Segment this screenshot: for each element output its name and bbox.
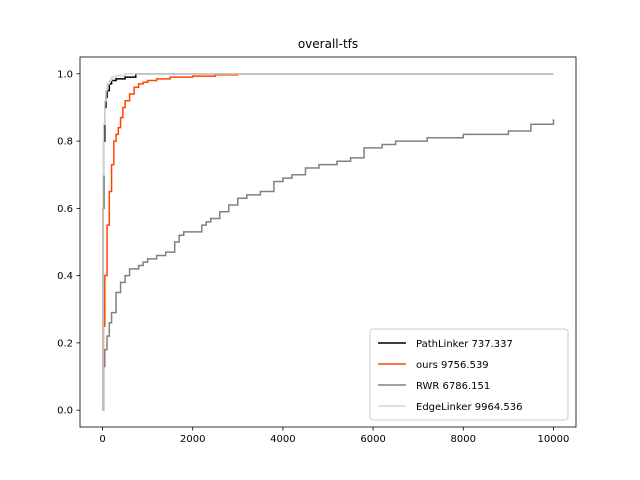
plot-area: [102, 73, 555, 411]
legend-label-2: RWR 6786.151: [416, 381, 490, 392]
x-tick-label: 6000: [360, 434, 385, 445]
y-tick-label: 0.6: [57, 204, 73, 215]
axes-frame: [79, 56, 577, 428]
x-tick-label: 4000: [270, 434, 295, 445]
y-tick-label: 0.8: [57, 137, 73, 148]
x-tick-label: 0: [99, 434, 105, 445]
axes: 0 2000 4000 6000 8000 10000 0.0 0.2 0.4 0.6 0.8 1.0: [57, 56, 577, 445]
series-line-3: [102, 73, 554, 411]
series-line-1: [102, 73, 554, 411]
x-tick-label: 10000: [538, 434, 570, 445]
x-tick-label: 2000: [180, 434, 205, 445]
y-tick-label: 0.4: [57, 271, 73, 282]
y-tick-label: 0.2: [57, 338, 73, 349]
legend-label-3: EdgeLinker 9964.536: [416, 402, 522, 413]
legend-box: [369, 328, 569, 421]
legend-label-0: PathLinker 737.337: [416, 339, 513, 350]
y-tick-label: 0.0: [57, 406, 73, 417]
legend: PathLinker 737.337 ours 9756.539 RWR 6786.…: [369, 328, 569, 421]
y-tick-label: 1.0: [57, 69, 73, 80]
chart-title: overall-tfs: [298, 37, 358, 51]
legend-label-1: ours 9756.539: [416, 360, 489, 371]
series-line-2: [102, 119, 555, 411]
x-tick-label: 8000: [451, 434, 476, 445]
